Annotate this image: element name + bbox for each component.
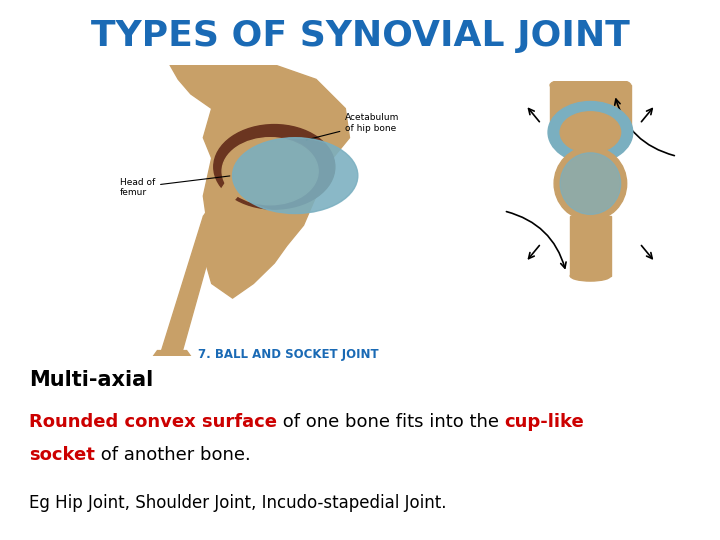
Polygon shape <box>153 350 191 356</box>
Polygon shape <box>203 179 245 217</box>
Text: Rounded convex surface: Rounded convex surface <box>29 413 276 431</box>
Polygon shape <box>570 217 611 276</box>
Polygon shape <box>170 65 233 109</box>
Ellipse shape <box>548 102 633 163</box>
Circle shape <box>222 138 318 205</box>
Ellipse shape <box>233 138 358 213</box>
Text: of another bone.: of another bone. <box>94 446 251 463</box>
Circle shape <box>560 153 621 214</box>
Text: 7. BALL AND SOCKET JOINT: 7. BALL AND SOCKET JOINT <box>198 348 378 361</box>
Ellipse shape <box>560 112 621 153</box>
Text: cup-like: cup-like <box>505 413 585 431</box>
Circle shape <box>554 147 626 220</box>
Polygon shape <box>161 217 220 350</box>
Text: socket: socket <box>29 446 94 463</box>
Text: Head of
femur: Head of femur <box>120 176 230 197</box>
Ellipse shape <box>550 77 631 93</box>
Text: Multi-axial: Multi-axial <box>29 370 153 390</box>
Ellipse shape <box>570 271 611 281</box>
Text: Eg Hip Joint, Shoulder Joint, Incudo-stapedial Joint.: Eg Hip Joint, Shoulder Joint, Incudo-sta… <box>29 494 446 512</box>
Polygon shape <box>550 85 631 132</box>
Text: of one bone fits into the: of one bone fits into the <box>276 413 505 431</box>
Text: TYPES OF SYNOVIAL JOINT: TYPES OF SYNOVIAL JOINT <box>91 19 629 53</box>
Polygon shape <box>203 65 349 181</box>
Polygon shape <box>203 158 316 298</box>
Text: Acetabulum
of hip bone: Acetabulum of hip bone <box>306 113 400 140</box>
Circle shape <box>233 138 316 196</box>
Circle shape <box>214 125 335 209</box>
